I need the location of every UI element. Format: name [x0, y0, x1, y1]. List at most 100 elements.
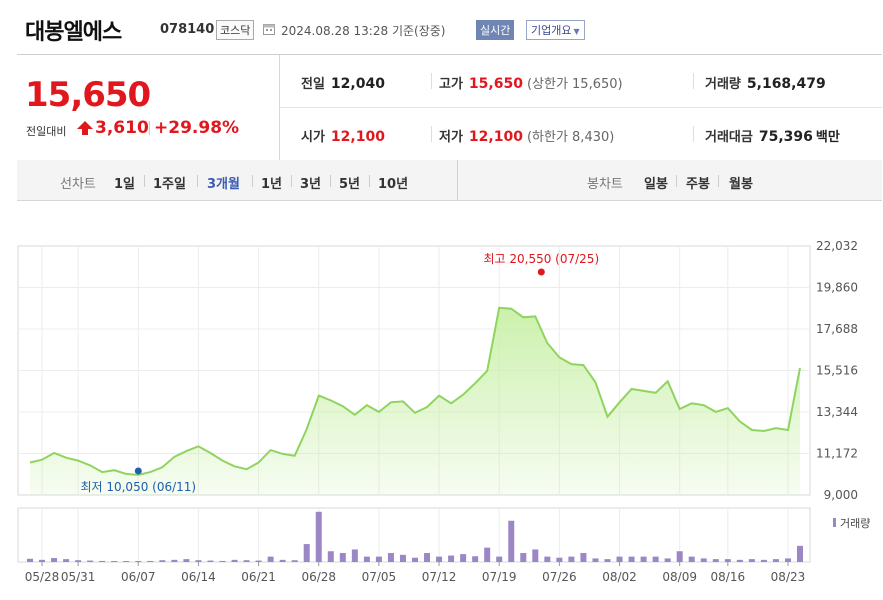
- divider: [676, 175, 677, 187]
- volume: 거래량 5,168,479: [705, 73, 826, 92]
- x-tick-label: 06/14: [181, 570, 216, 584]
- quote-basis: 기준(장중): [391, 24, 446, 38]
- volume-bar: [484, 547, 491, 562]
- volume-bar: [532, 549, 539, 562]
- high-label: 고가: [439, 77, 463, 92]
- y-tick-label: 22,032: [816, 239, 858, 253]
- volume-bar: [496, 556, 503, 562]
- volume-area: [17, 507, 811, 563]
- open-label: 시가: [301, 130, 325, 145]
- volume-bar: [279, 559, 286, 562]
- tab-weekly-candle[interactable]: 주봉: [686, 177, 710, 192]
- x-tick-label: 08/09: [662, 570, 697, 584]
- x-tick-label: 08/16: [711, 570, 746, 584]
- prev-close-label: 전일: [301, 77, 325, 92]
- prev-close-value: 12,040: [330, 76, 385, 92]
- volume-bar: [123, 561, 130, 562]
- divider: [291, 175, 292, 187]
- volume-legend: 거래량: [840, 517, 870, 530]
- volume-bar: [508, 520, 515, 562]
- volume-legend-swatch: [833, 518, 836, 527]
- y-tick-label: 17,688: [816, 322, 858, 336]
- volume-bar: [797, 545, 803, 562]
- volume-bar: [460, 554, 467, 562]
- volume-bar: [27, 558, 33, 562]
- divider: [252, 175, 253, 187]
- tab-1year[interactable]: 1년: [261, 177, 283, 192]
- price-line: [29, 306, 801, 476]
- volume-value: 5,168,479: [746, 76, 826, 92]
- price-chart: 22,032 19,860 17,688 15,516 13,344 11,172 9,00…: [17, 239, 870, 584]
- volume-bar: [424, 553, 431, 562]
- volume-bar: [544, 556, 551, 562]
- volume-bar: [652, 556, 659, 562]
- volume-bar: [436, 556, 443, 562]
- tab-daily-candle[interactable]: 일봉: [644, 177, 668, 192]
- amount-unit: 백만: [815, 130, 840, 145]
- lower-limit: (하한가 8,430): [526, 130, 615, 145]
- divider: [330, 175, 331, 187]
- tab-1day[interactable]: 1일: [114, 177, 136, 192]
- volume-bar: [195, 560, 202, 562]
- volume-bar: [412, 557, 418, 562]
- open-price: 시가 12,100: [301, 126, 385, 145]
- volume-bar: [772, 559, 779, 562]
- market-badge: 코스닥: [216, 20, 255, 40]
- low-value: 12,100: [468, 129, 523, 145]
- company-overview-label: 기업개요: [531, 24, 572, 37]
- divider: [144, 175, 145, 187]
- x-tick-label: 07/19: [482, 570, 517, 584]
- volume-bar: [63, 559, 70, 562]
- volume-bar: [351, 549, 358, 562]
- company-overview-dropdown[interactable]: 기업개요 ▼: [526, 20, 585, 40]
- volume-bar: [760, 559, 767, 562]
- volume-bar: [255, 560, 262, 562]
- price-area: [30, 307, 800, 495]
- volume-bar: [784, 558, 791, 562]
- low-marker: [134, 467, 142, 475]
- volume-bar: [363, 556, 370, 562]
- tab-monthly-candle[interactable]: 월봉: [729, 177, 753, 192]
- volume-bar: [291, 560, 298, 562]
- volume-bar: [399, 554, 406, 562]
- volume-bar: [664, 558, 671, 562]
- high-annotation: 최고 20,550 (07/25): [483, 252, 599, 266]
- volume-bar: [87, 560, 94, 562]
- volume-bar: [688, 556, 695, 562]
- volume-bar: [339, 553, 346, 562]
- tab-3month[interactable]: 3개월: [207, 177, 240, 192]
- divider: [431, 126, 432, 142]
- change-separator: |: [147, 120, 152, 136]
- x-tick-label: 07/12: [422, 570, 457, 584]
- tab-10year[interactable]: 10년: [378, 177, 409, 192]
- volume-bar: [472, 556, 479, 562]
- volume-bar: [207, 560, 214, 562]
- price-change-percent: +29.98%: [154, 118, 240, 138]
- volume-bar: [243, 560, 250, 562]
- line-chart-label: 선차트: [60, 177, 96, 192]
- stock-code: 078140: [160, 22, 215, 37]
- volume-bar: [171, 559, 178, 562]
- tab-3year[interactable]: 3년: [300, 177, 322, 192]
- tab-5year[interactable]: 5년: [339, 177, 361, 192]
- realtime-button[interactable]: 실시간: [476, 20, 515, 40]
- y-tick-label: 11,172: [816, 447, 858, 461]
- calendar-icon: [263, 24, 275, 35]
- volume-bar: [39, 559, 46, 562]
- volume-bar: [183, 559, 190, 562]
- amount-value: 75,396: [758, 129, 813, 145]
- quote-panel: 15,650 전일대비 3,610 | +29.98% 전일 12,040 고가 1…: [17, 54, 882, 162]
- up-arrow-icon: [77, 121, 93, 135]
- y-tick-label: 13,344: [816, 405, 858, 419]
- low-annotation: 최저 10,050 (06/11): [80, 480, 196, 494]
- x-tick-label: 05/31: [61, 570, 96, 584]
- x-tick-label: 08/23: [771, 570, 806, 584]
- tab-1week[interactable]: 1주일: [153, 177, 186, 192]
- volume-bar: [592, 558, 599, 562]
- quote-datetime: 2024.08.28 13:28 기준(장중): [281, 22, 445, 39]
- x-tick-label: 07/26: [542, 570, 577, 584]
- current-price: 15,650: [25, 75, 151, 115]
- low-label: 저가: [439, 130, 463, 145]
- x-tick-label: 06/28: [301, 570, 336, 584]
- x-tick-label: 06/07: [121, 570, 156, 584]
